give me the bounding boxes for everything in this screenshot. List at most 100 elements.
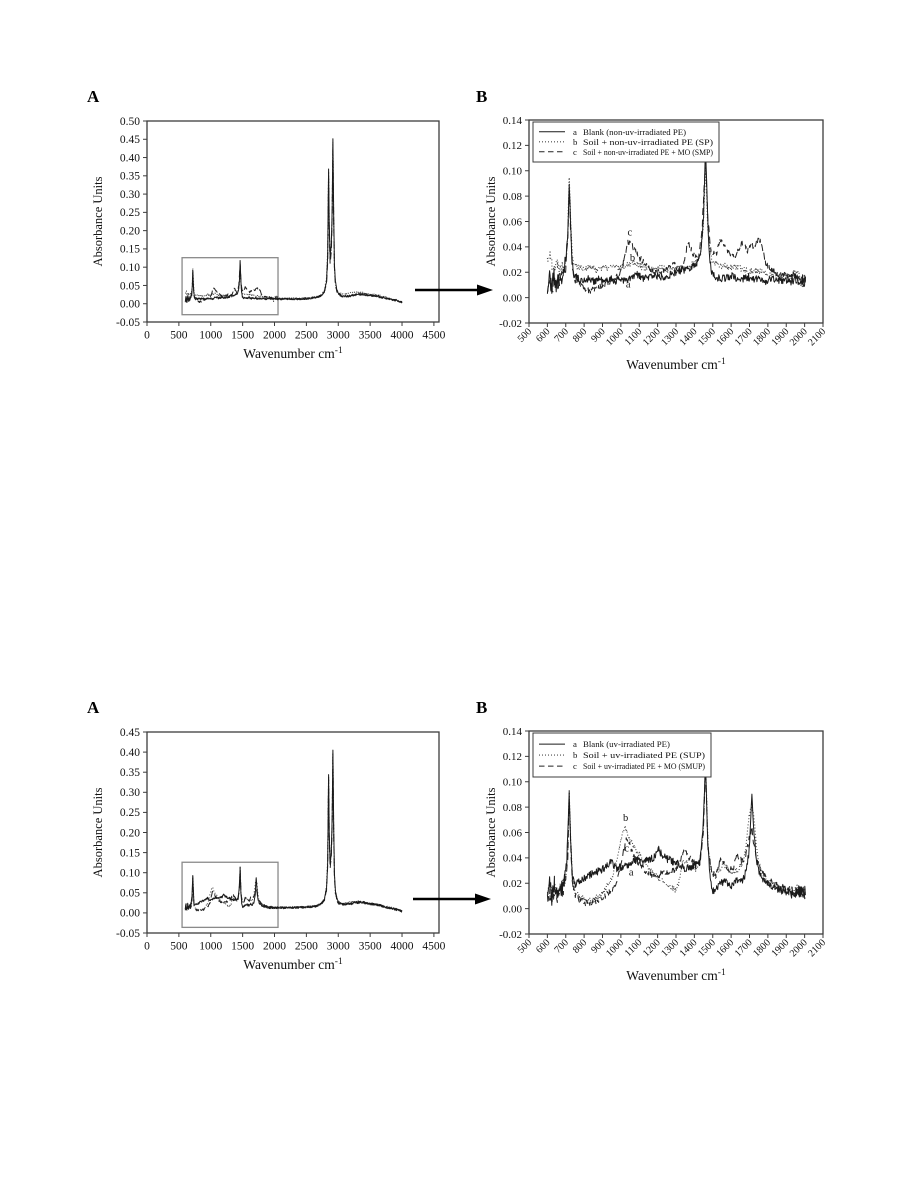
x-tick-label: 2100 [806, 937, 828, 959]
x-tick-label: 1800 [751, 937, 773, 959]
y-tick-label: 0.50 [120, 116, 140, 128]
x-tick-label: 1000 [604, 937, 626, 959]
plot-frame [146, 731, 440, 934]
curve-annotation-c: c [628, 227, 633, 238]
x-tick-label: 4500 [422, 330, 445, 342]
legend-label-b: Soil + non-uv-irradiated PE (SP) [583, 137, 713, 147]
legend-label-c: Soil + non-uv-irradiated PE + MO (SMP) [583, 147, 713, 157]
y-tick-label: 0.15 [120, 244, 140, 256]
y-axis-title: Absorbance Units [91, 787, 105, 877]
x-axis-title: Wavenumber cm-1 [626, 968, 726, 983]
x-tick-label: 1200 [641, 326, 663, 348]
legend-key-b: b [573, 137, 578, 147]
chart-bottom-a-svg: -0.05 0.00 0.05 0.10 0.15 0.20 0.25 0.30 0.35 0.4… [91, 727, 446, 972]
x-tick-label: 600 [534, 326, 552, 344]
plot-frame [146, 120, 440, 323]
x-tick-label: 2000 [788, 326, 810, 348]
x-tick-label: 2500 [295, 330, 318, 342]
x-tick-label: 1900 [769, 937, 791, 959]
y-tick-label: 0.15 [120, 847, 140, 859]
legend-box [532, 732, 712, 778]
x-tick-label: 3000 [327, 330, 350, 342]
x-tick-label: 500 [170, 941, 188, 953]
x-tick-label: 1000 [199, 330, 222, 342]
x-tick-label: 1500 [696, 937, 718, 959]
chart-top-a-svg: -0.05 0.00 0.05 0.10 0.15 0.20 0.25 0.30 0.35 0.4… [91, 116, 446, 361]
x-tick-label: 2000 [263, 330, 286, 342]
y-tick-label: 0.04 [503, 242, 523, 254]
x-axis-title: Wavenumber cm-1 [626, 357, 726, 372]
y-tick-label: 0.30 [120, 787, 140, 799]
y-tick-label: -0.02 [499, 318, 522, 330]
y-tick-label: 0.14 [503, 726, 523, 738]
x-tick-label: 700 [552, 326, 570, 344]
legend-key-c: c [573, 147, 577, 157]
x-axis-title: Wavenumber cm-1 [243, 957, 343, 972]
legend: a Blank (uv-irradiated PE) b Soil + uv-irra… [532, 732, 712, 778]
series-a-path [546, 764, 806, 906]
zoom-arrow-bottom-icon [413, 893, 491, 905]
y-tick-label: 0.06 [503, 827, 523, 839]
ftir-chart-nonuv-full: -0.05 0.00 0.05 0.10 0.15 0.20 0.25 0.30 0.35 0.4… [85, 85, 465, 380]
x-tick-label: 1000 [199, 941, 222, 953]
legend-label-c: Soil + uv-irradiated PE + MO (SMUP) [583, 761, 705, 771]
x-tick-label: 700 [552, 937, 570, 955]
x-tick-label: 1900 [769, 326, 791, 348]
ftir-chart-uv-full: -0.05 0.00 0.05 0.10 0.15 0.20 0.25 0.30 0.35 0.4… [85, 696, 465, 991]
series-b-path [184, 752, 403, 912]
series-a-path [546, 145, 806, 294]
y-tick-label: 0.12 [503, 751, 522, 763]
panel-label-bottom-b: B [476, 698, 488, 717]
x-tick-label: 1100 [623, 937, 645, 959]
plot-frame [528, 730, 824, 935]
panel-label-top-a: A [87, 87, 100, 106]
x-tick-label: 1300 [659, 326, 681, 348]
panel-label-bottom-a: A [87, 698, 100, 717]
x-tick-label: 1500 [231, 941, 254, 953]
y-tick-label: -0.05 [116, 928, 140, 940]
x-tick-label: 1400 [678, 937, 700, 959]
y-tick-label: 0.45 [120, 727, 140, 739]
x-tick-label: 2000 [263, 941, 286, 953]
x-tick-label: 1000 [604, 326, 626, 348]
series-b-path [184, 141, 403, 303]
x-tick-label: 600 [534, 937, 552, 955]
legend: a Blank (non-uv-irradiated PE) b Soil + non… [532, 121, 720, 163]
x-tick-label: 1400 [678, 326, 700, 348]
x-tick-label: 4000 [391, 330, 414, 342]
y-tick-label: 0.06 [503, 216, 523, 228]
x-tick-label: 2500 [295, 941, 318, 953]
y-tick-label: 0.10 [120, 262, 140, 274]
y-axis-title: Absorbance Units [484, 176, 498, 266]
x-tick-label: 0 [144, 330, 150, 342]
x-tick-label: 500 [170, 330, 188, 342]
y-tick-label: 0.08 [503, 802, 523, 814]
y-tick-label: 0.00 [120, 908, 140, 920]
y-tick-label: 0.20 [120, 827, 140, 839]
y-tick-label: 0.30 [120, 189, 140, 201]
legend-label-b: Soil + uv-irradiated PE (SUP) [583, 750, 705, 760]
x-tick-label: 3500 [359, 330, 382, 342]
curve-annotation-a: a [626, 279, 631, 290]
x-tick-label: 1300 [659, 937, 681, 959]
x-tick-label: 1700 [733, 326, 755, 348]
legend-key-a: a [573, 739, 577, 749]
y-tick-label: 0.12 [503, 140, 522, 152]
chart-bottom-b-svg: -0.020.000.020.040.060.080.100.120.14500… [484, 726, 828, 983]
zoom-region-box [181, 257, 279, 316]
y-tick-label: 0.40 [120, 152, 140, 164]
x-tick-label: 1100 [623, 326, 645, 348]
x-tick-label: 3500 [359, 941, 382, 953]
y-tick-label: 0.02 [503, 267, 522, 279]
series-b-path [546, 165, 807, 289]
x-axis-title: Wavenumber cm-1 [243, 346, 343, 361]
curve-annotation-b: b [630, 253, 635, 264]
x-tick-label: 800 [571, 326, 589, 344]
series-c-path [546, 156, 806, 295]
y-tick-label: 0.25 [120, 207, 140, 219]
curve-annotation-a: a [629, 868, 634, 879]
legend-label-a: Blank (non-uv-irradiated PE) [583, 127, 686, 137]
y-tick-label: 0.10 [120, 868, 140, 880]
x-tick-label: 0 [144, 941, 150, 953]
